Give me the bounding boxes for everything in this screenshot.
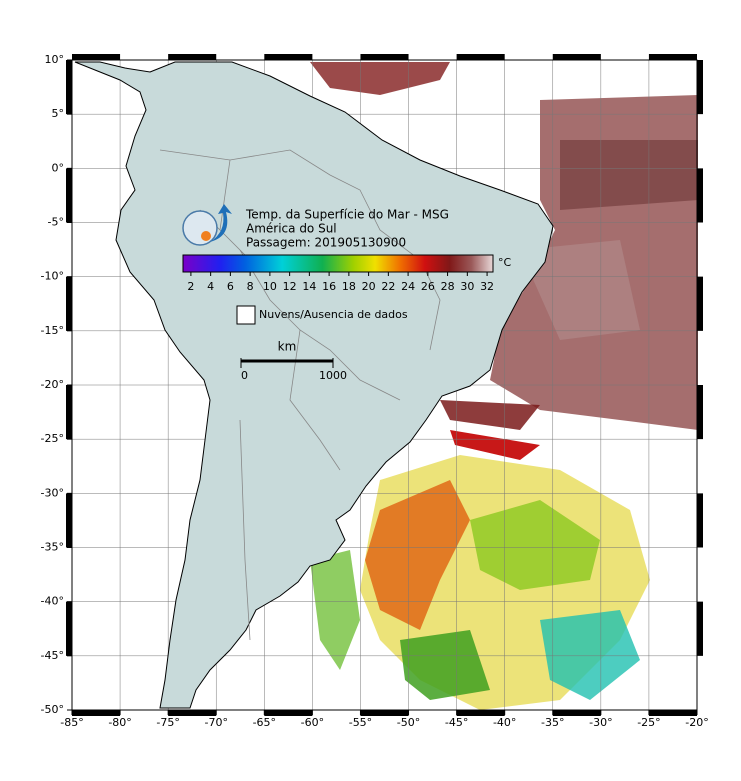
colorbar-tick-label: 28 [441,280,455,293]
lat-tick-label: -10° [41,270,64,283]
colorbar-tick-label: 10 [263,280,277,293]
colorbar-tick-label: 32 [480,280,494,293]
lon-tick-label: -60° [301,716,324,729]
pass-time: Passagem: 201905130900 [246,236,406,250]
lon-tick-label: -55° [349,716,372,729]
lat-tick-label: 10° [45,53,65,66]
lat-tick-label: -25° [41,432,64,445]
colorbar-tick-label: 26 [421,280,435,293]
colorbar-ticks: 2 4 6 8 10 12 14 16 18 20 22 24 26 28 30 32 [187,272,494,293]
lat-tick-label: -5° [48,216,64,229]
logo [182,204,232,246]
lon-tick-label: -40° [493,716,516,729]
colorbar-tick-label: 24 [401,280,415,293]
colorbar-tick-label: 16 [322,280,336,293]
lon-tick-label: -70° [204,716,227,729]
lat-tick-label: -30° [41,486,64,499]
borders [159,149,441,641]
lon-tick-label: -25° [637,716,660,729]
lat-tick-label: -15° [41,324,64,337]
colorbar-tick-label: 8 [247,280,254,293]
lon-tick-label: -45° [445,716,468,729]
scale-tick-label: 0 [241,369,248,382]
lon-tick-label: -85° [60,716,83,729]
lat-tick-label: -40° [41,595,64,608]
axes: -85° -80° -75° -70° -65° -60° -55° -50° -45° -40°… [41,53,709,729]
colorbar-tick-label: 14 [302,280,316,293]
colorbar-tick-label: 12 [283,280,297,293]
colorbar-tick-label: 22 [381,280,395,293]
lon-tick-label: -65° [253,716,276,729]
lon-tick-label: -50° [397,716,420,729]
colorbar-tick-label: 20 [362,280,376,293]
sst-field [310,62,698,710]
lat-tick-label: 0° [52,161,65,174]
colorbar-tick-label: 2 [187,280,194,293]
colorbar-tick-label: 18 [342,280,356,293]
lat-tick-label: 5° [52,107,65,120]
scale-bar: 0 1000 [240,358,347,382]
lon-tick-label: -20° [685,716,708,729]
colorbar-tick-label: 6 [227,280,234,293]
lat-tick-label: -20° [41,378,64,391]
lon-tick-label: -35° [541,716,564,729]
subtitle: América do Sul [246,222,337,236]
scale-unit: km [278,340,297,354]
lon-tick-label: -80° [108,716,131,729]
lat-tick-label: -50° [41,703,64,716]
scale-tick-label: 1000 [319,369,347,382]
colorbar-tick-label: 4 [207,280,214,293]
title: Temp. da Superfície do Mar - MSG [245,208,449,222]
colorbar-unit: °C [498,256,512,269]
lat-tick-label: -45° [41,649,64,662]
legend-swatch [236,305,256,325]
lat-tick-label: -35° [41,541,64,554]
legend-label: Nuvens/Ausencia de dados [259,308,408,321]
lon-tick-label: -75° [156,716,179,729]
colorbar [182,254,494,273]
colorbar-tick-label: 30 [460,280,474,293]
lon-tick-label: -30° [589,716,612,729]
